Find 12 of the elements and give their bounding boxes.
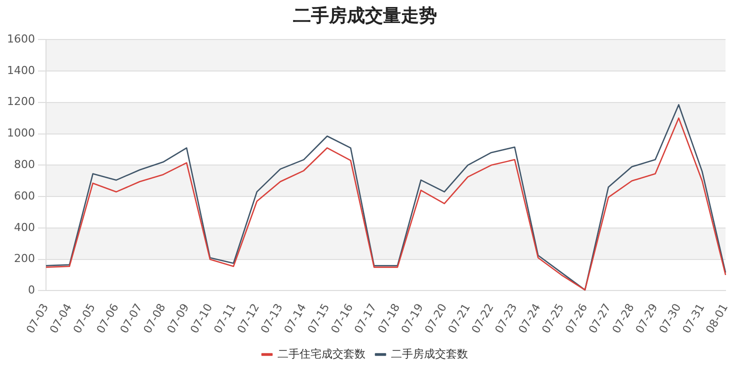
y-tick-label: 1000 xyxy=(6,126,35,140)
y-tick-label: 0 xyxy=(28,284,35,297)
y-tick-label: 1400 xyxy=(6,64,35,77)
y-tick-label: 1200 xyxy=(6,95,35,108)
y-tick-label: 1600 xyxy=(6,32,35,46)
y-tick-label: 200 xyxy=(14,252,35,266)
y-tick-label: 800 xyxy=(14,158,35,172)
y-tick-label: 600 xyxy=(14,189,35,202)
chart-title: 二手房成交量走势 xyxy=(293,5,437,26)
legend-label: 二手房成交套数 xyxy=(391,347,468,360)
legend-label: 二手住宅成交套数 xyxy=(278,347,366,360)
y-tick-label: 400 xyxy=(14,220,35,234)
